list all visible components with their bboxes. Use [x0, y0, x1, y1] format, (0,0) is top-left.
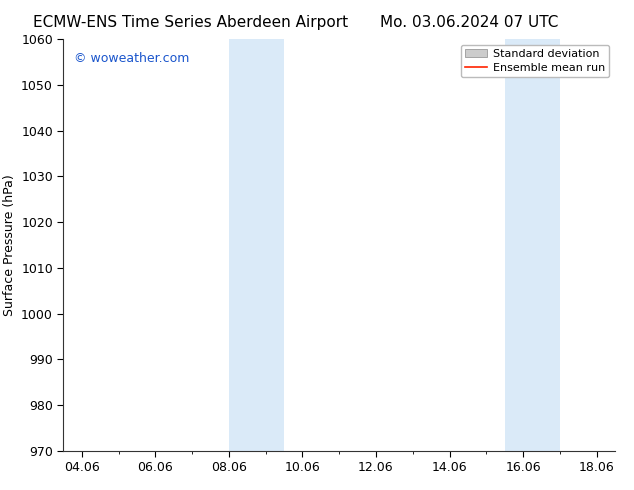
Text: ECMW-ENS Time Series Aberdeen Airport: ECMW-ENS Time Series Aberdeen Airport: [32, 15, 348, 30]
Legend: Standard deviation, Ensemble mean run: Standard deviation, Ensemble mean run: [460, 45, 609, 77]
Text: Mo. 03.06.2024 07 UTC: Mo. 03.06.2024 07 UTC: [380, 15, 559, 30]
Bar: [505, 39, 560, 451]
Text: © woweather.com: © woweather.com: [74, 51, 190, 65]
Bar: [229, 39, 284, 451]
Y-axis label: Surface Pressure (hPa): Surface Pressure (hPa): [3, 174, 16, 316]
